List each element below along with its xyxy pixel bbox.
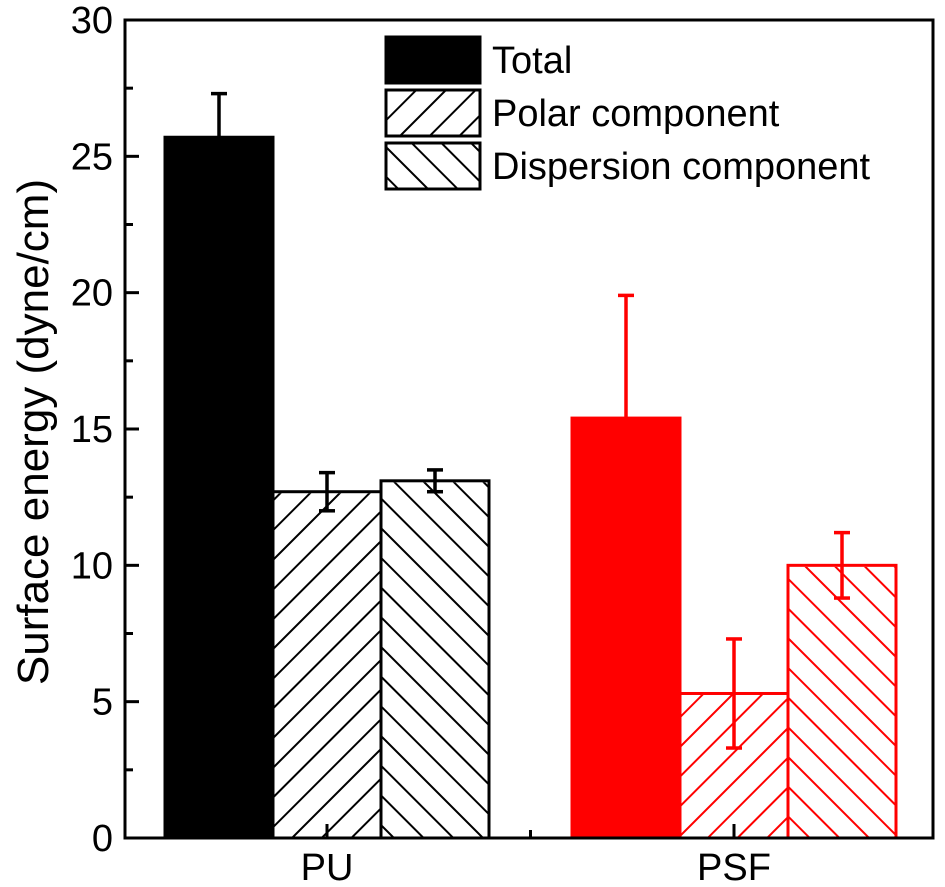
y-tick-label: 20 (71, 273, 113, 315)
y-tick-label: 0 (92, 818, 113, 860)
error-bars-group (211, 91, 850, 750)
bar-pu-dispersion-component (382, 482, 488, 837)
axes-group: 0 5 10 15 20 25 30 PU PSF (71, 0, 935, 887)
legend-swatch-dispersion-component (387, 144, 479, 188)
bars-group (163, 135, 898, 840)
bar-pu-polar-component (274, 493, 380, 837)
legend-swatch-total-bg (384, 35, 482, 85)
legend: Total Polar component Dispersion component (384, 35, 871, 191)
legend-label-total: Total (492, 40, 572, 82)
legend-swatch-polar-component (387, 91, 479, 135)
x-tick-label-pu: PU (301, 847, 354, 887)
y-tick-label: 15 (71, 409, 113, 451)
y-tick-label: 30 (71, 0, 113, 42)
y-axis-title: Surface energy (dyne/cm) (9, 179, 58, 685)
y-tick-label: 25 (71, 136, 113, 178)
legend-label-polar-component: Polar component (492, 93, 780, 135)
y-tick-label: 10 (71, 545, 113, 587)
legend-label-dispersion-component: Dispersion component (492, 146, 871, 188)
bar-pu-total-bg (163, 135, 275, 840)
y-tick-label: 5 (92, 682, 113, 724)
bar-psf-dispersion-component (789, 566, 895, 837)
x-tick-label-psf: PSF (697, 847, 771, 887)
